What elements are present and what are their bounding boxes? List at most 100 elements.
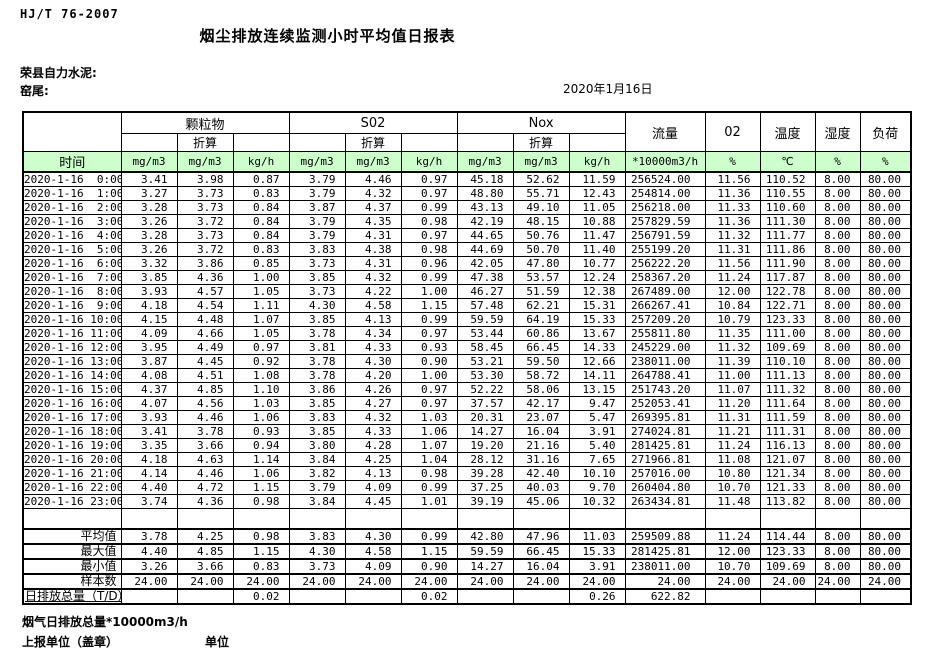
summary-value-cell: 80.00 [859,528,912,545]
value-cell: 4.20 [344,368,402,383]
value-cell: 111.64 [759,396,816,411]
value-cell: 3.78 [288,326,346,341]
summary-value-cell: 3.66 [176,558,234,575]
value-cell: 263434.81 [624,494,706,509]
converted-header-row: 折算 折算 折算 [23,133,911,152]
summary-value-cell: 4.58 [344,543,402,560]
value-cell: 0.85 [232,256,290,271]
value-cell: 3.79 [288,214,346,229]
value-cell: 256218.00 [624,200,706,215]
value-cell: 80.00 [859,270,912,285]
value-cell: 3.73 [176,186,234,201]
value-cell: 111.32 [759,382,816,397]
time-cell: 2020-1-16 23:00 [22,494,122,509]
value-cell: 4.09 [344,480,402,495]
value-cell: 80.00 [859,242,912,257]
value-cell: 80.00 [859,424,912,439]
summary-value-cell: 622.82 [624,588,706,605]
empty-header-cell [456,133,514,152]
summary-value-cell: 123.33 [759,543,816,560]
value-cell: 1.06 [400,424,458,439]
col-header-temperature: 温度 [759,111,816,152]
value-cell: 11.24 [704,270,761,285]
value-cell: 4.48 [176,312,234,327]
value-cell: 80.00 [859,200,912,215]
time-cell: 2020-1-16 17:00 [22,410,122,425]
value-cell: 254814.00 [624,186,706,201]
value-cell: 4.66 [176,326,234,341]
value-cell: 0.93 [400,340,458,355]
time-cell: 2020-1-16 2:00 [22,200,122,215]
value-cell: 13.15 [568,382,626,397]
unit-header: mg/m3 [512,151,570,173]
value-cell: 10.80 [704,466,761,481]
value-cell: 11.31 [704,410,761,425]
value-cell: 3.84 [288,494,346,509]
value-cell: 11.56 [704,256,761,271]
value-cell: 80.00 [859,452,912,467]
value-cell: 0.97 [400,186,458,201]
value-cell: 80.00 [859,466,912,481]
value-cell: 47.80 [512,256,570,271]
value-cell: 0.84 [232,200,290,215]
value-cell: 0.83 [232,186,290,201]
converted-label-nox: 折算 [512,133,570,152]
value-cell: 4.46 [344,171,402,187]
unit-header: mg/m3 [120,151,178,173]
value-cell: 8.00 [814,396,861,411]
value-cell: 109.69 [759,340,816,355]
value-cell: 66.45 [512,340,570,355]
summary-value-cell: 59.59 [456,543,514,560]
value-cell: 11.36 [704,186,761,201]
time-cell: 2020-1-16 1:00 [22,186,122,201]
value-cell: 45.18 [456,171,514,187]
value-cell: 3.84 [288,452,346,467]
value-cell: 3.28 [120,200,178,215]
value-cell: 4.58 [344,298,402,313]
value-cell: 48.15 [512,214,570,229]
value-cell: 238011.00 [624,354,706,369]
unit-header: kg/h [568,151,626,173]
value-cell: 8.00 [814,256,861,271]
value-cell: 3.85 [288,312,346,327]
value-cell: 3.66 [176,438,234,453]
value-cell: 43.13 [456,200,514,215]
value-cell: 3.41 [120,424,178,439]
time-cell: 2020-1-16 18:00 [22,424,122,439]
unit-header: % [814,151,861,173]
value-cell: 8.00 [814,382,861,397]
data-row: 2020-1-16 12:00 3.95 4.49 0.97 3.81 4.33 0.93 5… [22,340,912,355]
value-cell: 111.77 [759,228,816,243]
data-row: 2020-1-16 14:00 4.08 4.51 1.08 3.78 4.20 1.00 5… [22,368,912,383]
value-cell: 44.65 [456,228,514,243]
value-cell: 3.73 [288,284,346,299]
value-cell: 10.77 [568,256,626,271]
value-cell: 14.27 [456,424,514,439]
value-cell: 39.28 [456,466,514,481]
value-cell: 11.07 [704,382,761,397]
value-cell: 11.31 [704,242,761,257]
time-cell: 2020-1-16 10:00 [22,312,122,327]
value-cell: 4.27 [344,396,402,411]
summary-value-cell: 114.44 [759,528,816,545]
value-cell: 8.00 [814,410,861,425]
summary-value-cell: 24.00 [176,573,234,590]
value-cell: 110.52 [759,171,816,187]
value-cell: 60.86 [512,326,570,341]
summary-value-cell: 24.00 [759,573,816,590]
value-cell: 80.00 [859,298,912,313]
value-cell: 3.73 [176,200,234,215]
value-cell: 12.24 [568,270,626,285]
summary-value-cell: 3.91 [568,558,626,575]
unit-header: mg/m3 [344,151,402,173]
value-cell: 4.33 [344,424,402,439]
value-cell: 10.79 [704,312,761,327]
value-cell: 3.85 [288,424,346,439]
summary-row: 平均值 3.78 4.25 0.98 3.83 4.30 0.99 42.80 47.96 11.… [22,528,912,545]
value-cell: 3.86 [288,382,346,397]
summary-value-cell: 42.80 [456,528,514,545]
report-date: 2020年1月16日 [563,82,653,96]
value-cell: 3.83 [288,242,346,257]
value-cell: 274024.81 [624,424,706,439]
value-cell: 31.16 [512,452,570,467]
